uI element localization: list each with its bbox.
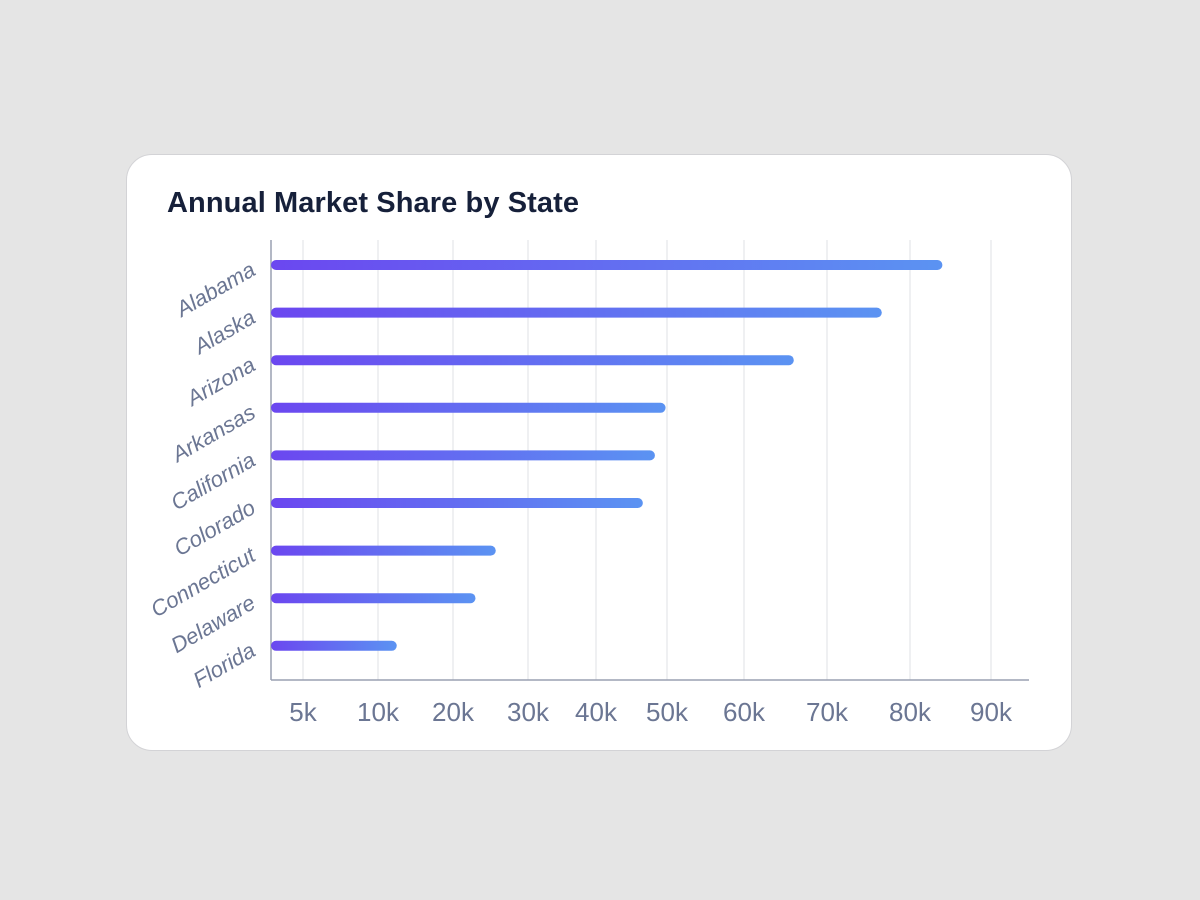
chart-card: Annual Market Share by State 5k 10k 20k 30k… (126, 154, 1072, 751)
x-tick-label: 80k (889, 697, 932, 727)
bar-california (271, 450, 655, 461)
bar-delaware (271, 593, 476, 604)
x-tick-label: 90k (970, 697, 1013, 727)
bar-chart: 5k 10k 20k 30k 40k 50k 60k 70k 80k 90k AlabamaAla… (146, 240, 1029, 727)
x-tick-label: 40k (575, 697, 618, 727)
axes (270, 240, 1029, 681)
x-tick-label: 5k (289, 697, 317, 727)
x-tick-label: 10k (357, 697, 400, 727)
bar-arizona (271, 355, 794, 366)
bar-alaska (271, 307, 882, 318)
bar-connecticut (271, 545, 496, 556)
x-tick-label: 20k (432, 697, 475, 727)
bars (271, 260, 943, 651)
category-labels: AlabamaAlaskaArizonaArkansasCaliforniaCo… (146, 257, 260, 693)
x-tick-label: 60k (723, 697, 766, 727)
bar-florida (271, 640, 397, 651)
x-tick-label: 30k (507, 697, 550, 727)
bar-colorado (271, 498, 643, 508)
chart-title: Annual Market Share by State (167, 187, 580, 219)
x-tick-labels: 5k 10k 20k 30k 40k 50k 60k 70k 80k 90k (289, 697, 1013, 727)
bar-arkansas (271, 402, 666, 413)
bar-alabama (271, 260, 943, 270)
x-tick-label: 50k (646, 697, 689, 727)
x-tick-label: 70k (806, 697, 849, 727)
